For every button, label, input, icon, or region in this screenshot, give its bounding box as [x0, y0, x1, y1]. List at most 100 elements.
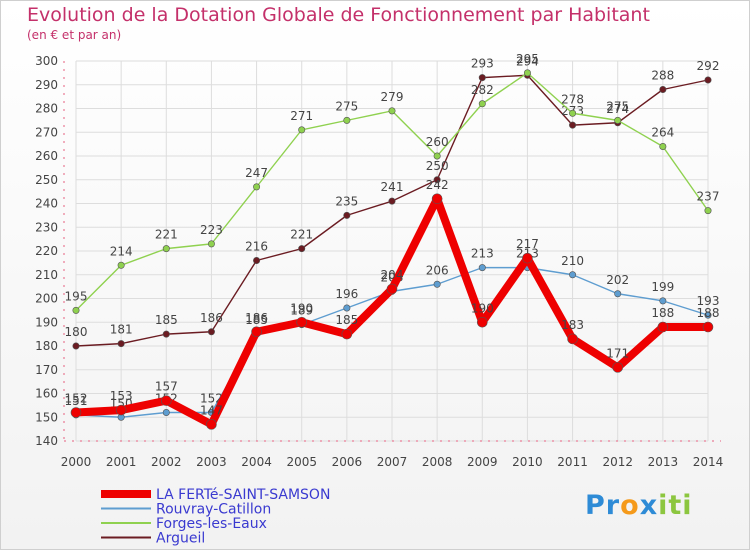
legend-label: Rouvray-Catillon: [156, 502, 271, 518]
x-tick-label: 2012: [602, 455, 633, 469]
y-tick-label: 300: [35, 54, 58, 68]
y-tick-label: 240: [35, 197, 58, 211]
data-point: [388, 107, 396, 115]
data-point: [343, 116, 351, 124]
data-label: 206: [426, 263, 449, 277]
chart-title: Evolution de la Dotation Globale de Fonc…: [27, 4, 650, 26]
data-point: [569, 121, 577, 129]
y-tick-label: 280: [35, 102, 58, 116]
data-label: 188: [651, 306, 674, 320]
data-label: 221: [155, 228, 178, 242]
y-tick-label: 150: [35, 410, 58, 424]
data-label: 217: [516, 237, 539, 251]
x-tick-label: 2001: [106, 455, 137, 469]
data-point: [70, 407, 82, 418]
data-label: 186: [245, 311, 268, 325]
data-point: [704, 207, 712, 215]
data-point: [704, 311, 712, 319]
data-point: [388, 197, 396, 205]
series-0: 152 153 157 147 186 190 185 204 242 190 217 183 171 1…: [65, 178, 720, 430]
data-label: 199: [651, 280, 674, 294]
y-tick-label: 230: [35, 220, 58, 234]
data-point: [115, 404, 127, 416]
data-label: 292: [697, 59, 720, 73]
data-label: 271: [290, 109, 313, 123]
data-label: 185: [335, 313, 358, 327]
data-point: [253, 256, 261, 264]
data-point: [117, 340, 125, 348]
y-tick-label: 260: [35, 149, 58, 163]
y-tick-label: 190: [35, 315, 58, 329]
data-point: [251, 326, 262, 338]
data-label: 235: [335, 194, 358, 208]
data-label: 204: [381, 268, 404, 282]
x-tick-label: 2009: [467, 455, 498, 469]
x-tick-label: 2002: [151, 455, 182, 469]
brand-letter: x: [639, 490, 659, 521]
data-point: [657, 321, 669, 333]
y-tick-label: 170: [35, 363, 58, 377]
data-point: [614, 116, 622, 124]
data-point: [476, 316, 488, 328]
data-label: 274: [606, 102, 629, 116]
brand-letter: t: [668, 490, 683, 521]
data-point: [433, 152, 441, 160]
data-point: [207, 328, 215, 336]
brand-logo: Proxiti: [585, 490, 693, 521]
chart-subtitle: (en € et par an): [27, 28, 122, 42]
data-point: [298, 245, 306, 253]
data-point: [343, 304, 351, 312]
y-tick-label: 290: [35, 78, 58, 92]
data-label: 293: [471, 57, 494, 71]
data-label: 210: [561, 254, 584, 268]
brand-letter: i: [682, 490, 693, 521]
data-point: [253, 183, 261, 191]
data-point: [162, 330, 170, 338]
data-point: [162, 408, 170, 416]
x-tick-label: 2013: [648, 455, 679, 469]
legend-label: Argueil: [156, 531, 205, 547]
y-tick-label: 250: [35, 173, 58, 187]
data-label: 189: [290, 304, 313, 318]
data-point: [117, 261, 125, 269]
data-label: 190: [471, 301, 494, 315]
data-label: 193: [697, 294, 720, 308]
data-label: 188: [697, 306, 720, 320]
data-point: [659, 143, 667, 151]
x-tick-label: 2007: [377, 455, 408, 469]
data-point: [162, 245, 170, 253]
x-tick-label: 2014: [693, 455, 724, 469]
legend-label: LA FERTé-SAINT-SAMSON: [156, 487, 330, 503]
data-label: 152: [65, 392, 88, 406]
data-label: 171: [606, 346, 629, 360]
data-point: [72, 306, 80, 314]
data-point: [160, 395, 172, 406]
x-tick-label: 2005: [286, 455, 317, 469]
data-label: 214: [110, 244, 133, 258]
data-point: [341, 328, 353, 340]
data-point: [433, 280, 441, 288]
data-label: 260: [426, 135, 449, 149]
x-tick-label: 2003: [196, 455, 227, 469]
data-point: [296, 316, 308, 328]
data-label: 237: [697, 190, 720, 204]
x-tick-label: 2006: [332, 455, 363, 469]
data-label: 295: [516, 52, 539, 66]
data-label: 185: [155, 313, 178, 327]
data-label: 186: [200, 311, 223, 325]
brand-letter: r: [605, 490, 621, 521]
data-point: [478, 100, 486, 108]
y-tick-label: 140: [35, 434, 58, 448]
data-label: 250: [426, 159, 449, 173]
data-point: [569, 271, 577, 279]
data-point: [433, 176, 441, 184]
data-point: [659, 86, 667, 94]
data-label: 242: [426, 178, 449, 192]
data-label: 147: [200, 403, 223, 417]
brand-letter: i: [658, 490, 669, 521]
data-point: [206, 419, 217, 430]
data-point: [343, 211, 351, 219]
data-point: [386, 283, 398, 295]
